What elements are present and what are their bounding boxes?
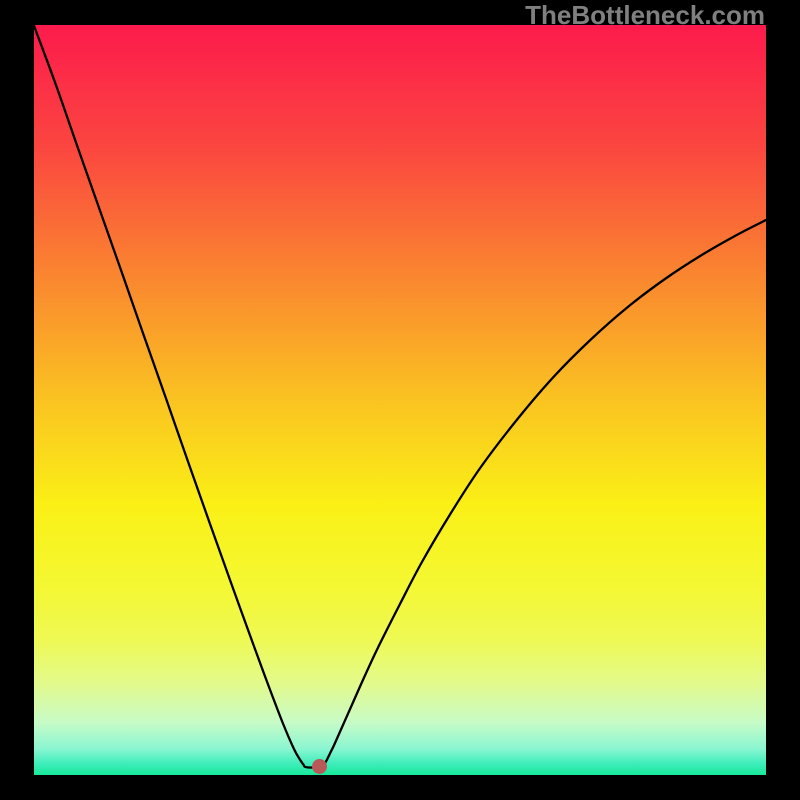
bottleneck-curve (34, 25, 766, 775)
chart-frame: TheBottleneck.com (0, 0, 800, 800)
watermark-text: TheBottleneck.com (525, 0, 765, 31)
